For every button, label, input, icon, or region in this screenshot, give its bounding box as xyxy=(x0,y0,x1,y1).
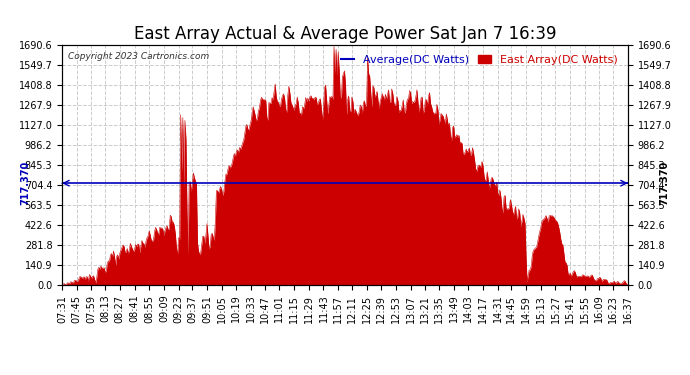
Text: Copyright 2023 Cartronics.com: Copyright 2023 Cartronics.com xyxy=(68,52,209,61)
Text: 717.370: 717.370 xyxy=(660,161,670,205)
Text: 717.370: 717.370 xyxy=(20,161,30,205)
Legend: Average(DC Watts), East Array(DC Watts): Average(DC Watts), East Array(DC Watts) xyxy=(336,51,622,69)
Title: East Array Actual & Average Power Sat Jan 7 16:39: East Array Actual & Average Power Sat Ja… xyxy=(134,26,556,44)
